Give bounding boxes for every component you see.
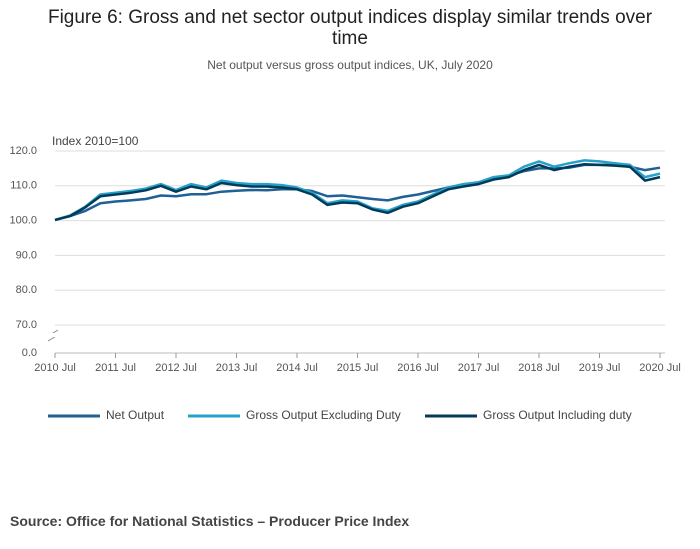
x-tick-label: 2015 Jul	[337, 362, 379, 374]
x-tick-label: 2011 Jul	[95, 362, 136, 374]
data-line	[54, 163, 661, 222]
y-axis-label: Index 2010=100	[52, 134, 139, 148]
chart-title: Figure 6: Gross and net sector output in…	[47, 7, 653, 49]
y-tick-label: 120.0	[9, 145, 37, 157]
data-line	[54, 162, 661, 222]
x-tick-label: 2010 Jul	[34, 362, 76, 374]
x-tick-label: 2013 Jul	[216, 362, 258, 374]
data-line	[54, 159, 661, 222]
y-tick-label: 90.0	[16, 249, 37, 261]
legend: Net Output Gross Output Excluding Duty Gro…	[48, 408, 632, 422]
x-tick-label: 2019 Jul	[579, 362, 621, 374]
y-tick-label: 70.0	[16, 319, 37, 331]
x-tick-label: 2012 Jul	[155, 362, 197, 374]
x-tick-label: 2016 Jul	[397, 362, 439, 374]
axis-break-gap	[40, 333, 60, 337]
chart-subtitle: Net output versus gross output indices, …	[207, 58, 493, 72]
y-tick-label: 0.0	[22, 347, 37, 359]
y-tick-label: 100.0	[9, 215, 37, 227]
y-tick-label: 80.0	[16, 284, 37, 296]
legend-label: Gross Output Including duty	[483, 408, 632, 422]
x-tick-label: 2017 Jul	[458, 362, 500, 374]
legend-label: Net Output	[106, 408, 165, 422]
x-tick-label: 2018 Jul	[518, 362, 560, 374]
source: Source: Office for National Statistics –…	[10, 513, 410, 529]
y-tick-label: 110.0	[10, 180, 37, 192]
x-tick-label: 2014 Jul	[276, 362, 318, 374]
legend-label: Gross Output Excluding Duty	[246, 408, 401, 422]
x-tick-label: 2020 Jul	[639, 362, 681, 374]
